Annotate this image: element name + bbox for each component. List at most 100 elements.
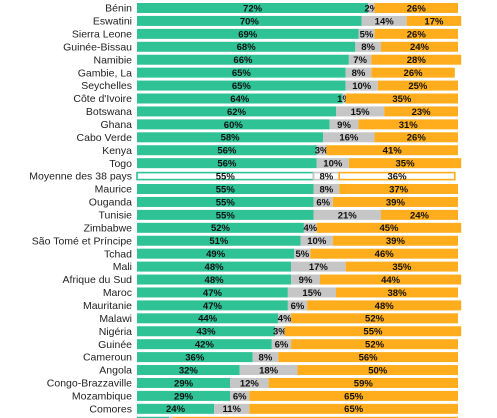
category-label: Tunisie — [99, 209, 133, 221]
bar-segment-series-1 — [137, 390, 231, 401]
bar-segment-series-2 — [316, 145, 327, 156]
data-label: 55% — [363, 327, 383, 338]
data-label: 6% — [233, 391, 247, 402]
data-label: 44% — [198, 314, 218, 325]
data-label: 55% — [216, 210, 236, 221]
bar-segment-series-2 — [239, 365, 298, 376]
bar-segment-series-2 — [300, 235, 333, 246]
category-label: Ghana — [100, 119, 132, 131]
category-label: Maurice — [95, 184, 133, 196]
data-label: 21% — [338, 210, 358, 221]
data-label: 26% — [407, 3, 427, 14]
category-label: Mali — [113, 261, 132, 273]
bar-segment-series-1 — [137, 54, 349, 65]
bar-segment-series-3 — [310, 248, 458, 259]
bar-segment-series-3 — [371, 67, 455, 78]
data-label: 26% — [404, 68, 424, 79]
data-label: 31% — [399, 120, 419, 131]
data-label: 36% — [185, 353, 205, 364]
bar-segment-series-3 — [377, 80, 458, 91]
data-label: 35% — [396, 159, 416, 170]
bar-segment-series-2 — [329, 119, 359, 130]
data-label: 32% — [179, 365, 199, 376]
bar-segment-series-3 — [380, 209, 458, 220]
data-label: 66% — [233, 55, 253, 66]
data-label: 48% — [205, 275, 225, 286]
bar-segment-series-3 — [374, 3, 458, 13]
category-label: Comores — [89, 403, 132, 415]
data-label: 44% — [381, 275, 401, 286]
bar-segment-series-1 — [137, 145, 317, 156]
bar-segment-series-3 — [316, 222, 462, 233]
category-label: Bénin — [105, 3, 132, 15]
bar-segment-series-1 — [137, 132, 324, 143]
data-label: 24% — [410, 42, 430, 53]
bar-segment-series-1 — [137, 352, 253, 363]
category-label: Guinée-Bissau — [63, 41, 132, 53]
data-label: 8% — [352, 68, 366, 79]
bar-segment-series-2 — [313, 196, 333, 207]
data-label: 10% — [307, 236, 327, 247]
data-label: 65% — [232, 81, 252, 92]
bar-segment-series-1 — [137, 184, 314, 195]
data-label: 11% — [222, 404, 241, 415]
data-label: 23% — [412, 107, 432, 118]
category-label: Sierra Leone — [72, 28, 132, 40]
data-label: 47% — [203, 288, 223, 299]
data-label: 26% — [407, 133, 427, 144]
data-label: 18% — [259, 365, 279, 376]
bar-segment-series-3 — [172, 416, 458, 418]
data-label: 41% — [383, 146, 403, 157]
bar-segment-series-3 — [291, 339, 458, 350]
data-label: 65% — [232, 68, 252, 79]
bar-segment-series-3 — [345, 93, 458, 104]
category-label: Gabon — [100, 416, 132, 418]
data-label: 28% — [407, 55, 427, 66]
data-label: 47% — [203, 301, 223, 312]
data-label: 29% — [174, 378, 194, 389]
bar-segment-series-1 — [137, 377, 231, 388]
bar-segment-series-1 — [137, 106, 337, 117]
data-label: 65% — [344, 404, 364, 415]
bar-segment-series-2 — [278, 313, 292, 324]
data-label: 42% — [195, 340, 215, 351]
data-label: 64% — [230, 94, 250, 105]
category-label: Kenya — [102, 145, 132, 157]
bar-segment-series-2 — [355, 41, 381, 52]
bar-segment-series-2 — [230, 390, 250, 401]
data-label: 50% — [368, 365, 388, 376]
data-label: 4% — [278, 314, 292, 325]
bar-segment-series-1 — [137, 300, 288, 311]
bar-segment-series-3 — [336, 287, 458, 298]
bar-segment-series-1 — [137, 313, 279, 324]
data-label: 14% — [375, 16, 395, 27]
category-label: Cameroun — [83, 352, 132, 364]
data-label: 6% — [316, 197, 330, 208]
bar-segment-series-1 — [137, 15, 362, 26]
data-label: 29% — [174, 391, 194, 402]
data-label: 24% — [166, 404, 186, 415]
bar-segment-series-3 — [332, 196, 458, 207]
bar-segment-series-3 — [371, 54, 462, 65]
bar-segment-series-2 — [348, 54, 372, 65]
data-label: 5% — [360, 29, 374, 40]
bar-segment-series-1 — [137, 248, 295, 259]
bar-segment-series-1 — [137, 209, 314, 220]
bar-segment-series-2 — [294, 248, 311, 259]
bar-segment-series-2 — [342, 93, 346, 104]
bar-segment-series-1 — [137, 365, 240, 376]
bar-segment-series-1 — [137, 416, 170, 418]
bar-segment-series-1 — [137, 196, 314, 207]
data-label: 24% — [410, 210, 430, 221]
data-label: 8% — [320, 184, 334, 195]
bar-segment-series-1 — [137, 339, 272, 350]
bar-segment-series-1 — [137, 119, 330, 130]
bar-segment-series-2 — [358, 28, 375, 39]
bar-segment-series-2 — [316, 158, 349, 169]
bar-segment-series-2 — [271, 339, 292, 350]
bar-segment-series-2 — [361, 15, 407, 26]
data-label: 55% — [216, 184, 236, 195]
data-label: 10% — [323, 159, 343, 170]
bar-segment-series-2 — [275, 326, 285, 337]
